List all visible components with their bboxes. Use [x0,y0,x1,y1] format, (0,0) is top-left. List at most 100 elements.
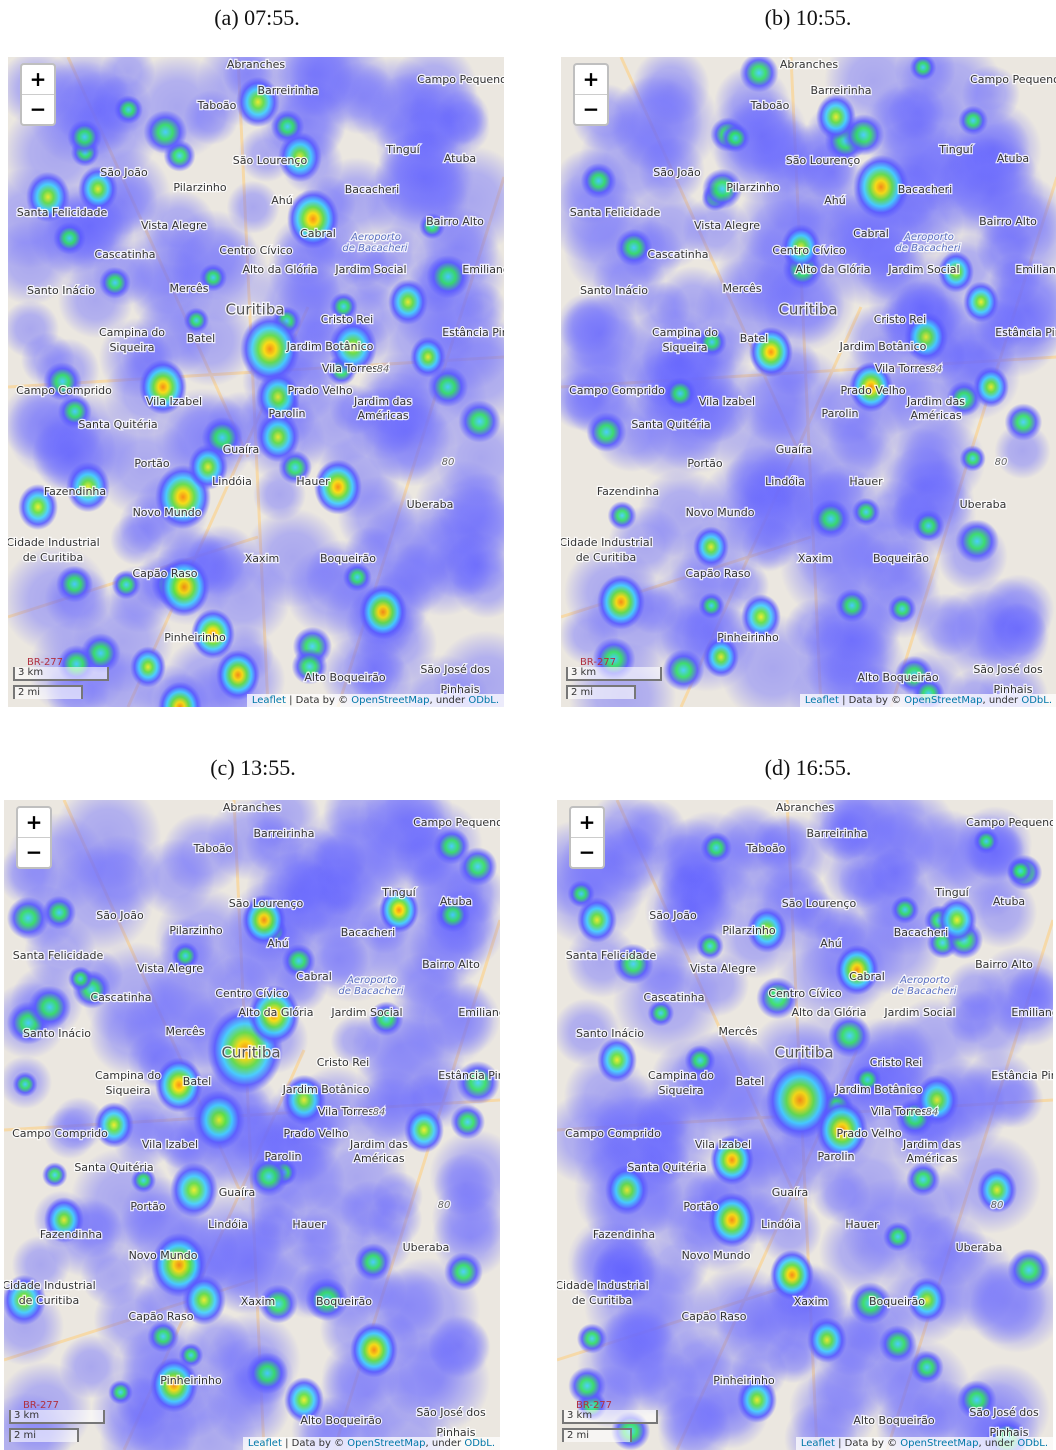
place-label: Xaxim [245,552,280,565]
leaflet-link[interactable]: Leaflet [252,695,286,706]
place-label: Uberaba [956,1241,1003,1254]
osm-link[interactable]: OpenStreetMap [347,1438,425,1449]
heat-blob [828,1014,871,1057]
heat-blob [992,602,1047,657]
place-label: Cabral [853,227,889,240]
zoom-out[interactable]: − [18,837,50,867]
place-label: Ahú [824,194,845,207]
place-label: Santa Felicidade [13,949,104,962]
attribution: Leaflet | Data by © OpenStreetMap, under… [796,1437,1053,1450]
place-label: Cidade Industrial [4,1279,96,1292]
osm-link[interactable]: OpenStreetMap [900,1438,978,1449]
place-label: Jardim das [902,1138,961,1151]
leaflet-link[interactable]: Leaflet [248,1438,282,1449]
heat-blob [458,400,501,443]
place-label: Jardim das [349,1138,408,1151]
place-label: Vila Torres [318,1105,375,1118]
heat-spot [807,1317,847,1363]
heat-blob [721,123,750,152]
place-label: Parolin [265,1150,302,1163]
place-label: Santo Inácio [580,284,648,297]
odbl-link[interactable]: ODbL. [1021,695,1052,706]
place-label: Guaíra [772,1186,809,1199]
place-label: Santa Felicidade [17,206,108,219]
place-label: Alto da Glória [792,1006,867,1019]
place-label: São Lourenço [229,897,304,910]
heatmap-map: AbranchesBarreirinhaCampo PequenoTaboãoS… [4,800,500,1450]
place-label: São Lourenço [782,897,857,910]
place-label: Santo Inácio [23,1027,91,1040]
odbl-link[interactable]: ODbL. [468,695,499,706]
place-label: Siqueira [658,1084,703,1097]
place-label: Taboão [750,99,790,112]
osm-link[interactable]: OpenStreetMap [904,695,982,706]
place-label: Portão [134,457,170,470]
scale-mi: 2 mi [13,685,83,699]
heatmap-map: AbranchesBarreirinhaCampo PequenoTaboãoS… [557,800,1053,1450]
attribution: Leaflet | Data by © OpenStreetMap, under… [243,1437,500,1450]
heat-blob [888,594,917,623]
scale-km: 3 km [13,667,109,681]
place-label: Campo Pequeno [970,73,1056,86]
place-label: Campo Comprido [12,1127,108,1140]
zoom-out[interactable]: − [22,94,54,124]
place-label: Emiliano [1015,263,1056,276]
zoom-in[interactable]: + [575,65,607,94]
zoom-in[interactable]: + [22,65,54,94]
place-label: Santa Quitéria [78,418,157,431]
place-label: Guaíra [223,443,260,456]
place-label: Parolin [269,407,306,420]
place-label: Santo Inácio [27,284,95,297]
odbl-link[interactable]: ODbL. [1017,1438,1048,1449]
place-label: Jardim das [906,395,965,408]
zoom-in[interactable]: + [571,808,603,837]
place-label: Uberaba [960,498,1007,511]
place-label: Pinheirinho [160,1374,222,1387]
odbl-link[interactable]: ODbL. [464,1438,495,1449]
place-label: de Curitiba [572,1294,633,1307]
place-label: Aeroporto [346,975,397,986]
osm-link[interactable]: OpenStreetMap [351,695,429,706]
attribution: Leaflet | Data by © OpenStreetMap, under… [800,694,1056,707]
heat-spot [597,574,645,629]
place-label: Jardim das [353,395,412,408]
place-label: 84 [373,1107,386,1118]
scale-mi: 2 mi [566,685,636,699]
place-label: Vista Alegre [141,219,207,232]
heat-spot [973,366,1009,407]
place-label: Santa Quitéria [74,1161,153,1174]
zoom-control: +− [16,806,52,869]
place-label: Bacacheri [894,926,948,939]
place-label: Jardim Social [887,263,959,276]
heat-blob [444,1252,483,1291]
place-label: Capão Raso [133,567,198,580]
place-label: Capão Raso [129,1310,194,1323]
place-label: Cidade Industrial [557,1279,649,1292]
heat-blob [835,589,869,623]
place-label: Vila Torres [871,1105,928,1118]
place-label: Campo Comprido [569,384,665,397]
heat-blob [973,828,999,854]
place-label: São João [653,166,701,179]
heat-spot [130,646,166,687]
place-label: 80 [991,1200,1004,1211]
zoom-out[interactable]: − [571,837,603,867]
leaflet-link[interactable]: Leaflet [801,1438,835,1449]
place-label: Xaxim [241,1295,276,1308]
place-label: Novo Mundo [129,1249,198,1262]
zoom-out[interactable]: − [575,94,607,124]
leaflet-link[interactable]: Leaflet [805,695,839,706]
heat-blob [42,1162,68,1188]
place-label: São Lourenço [233,154,308,167]
place-label: Centro Cívico [772,244,846,257]
attribution-text: , under [979,1438,1018,1449]
place-label: Cristo Rei [317,1056,370,1069]
attribution-text: , under [426,1438,465,1449]
place-label: Américas [353,1152,404,1165]
place-label: Vista Alegre [694,219,760,232]
heat-blob [28,985,71,1028]
place-label: Emiliano [1011,1006,1053,1019]
place-label: Alto Boqueirão [304,671,385,684]
place-label: Abranches [223,801,282,814]
zoom-in[interactable]: + [18,808,50,837]
